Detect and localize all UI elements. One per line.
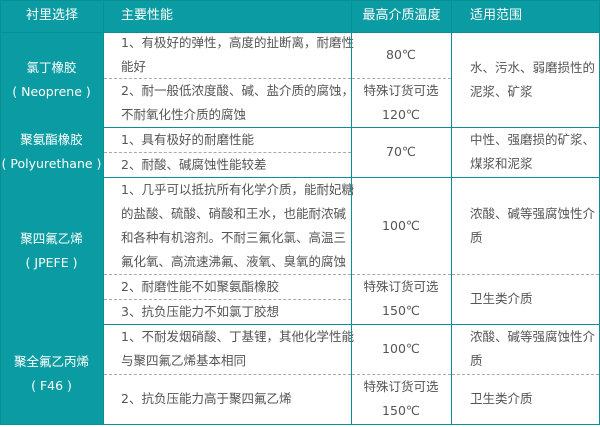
cell-text-line: 特殊订货可选 xyxy=(363,279,439,294)
cell-text-line: 质 xyxy=(470,353,483,368)
cell-text-line: ( JPEFE ) xyxy=(25,254,78,270)
application-range: 浓酸、碱等强腐蚀性介质 xyxy=(451,324,599,374)
max-temperature: 100℃ xyxy=(351,177,451,274)
cell-text-line: 1、有极好的弹性，高度的扯断离，耐磨性 xyxy=(121,35,354,50)
max-temperature: 100℃ xyxy=(351,324,451,374)
cell-text-line: 100℃ xyxy=(382,341,420,356)
cell-text-line: 2、耐一般低浓度酸、碱、盐介质的腐蚀， xyxy=(121,82,354,98)
table-rule xyxy=(104,299,351,300)
cell-text-line: 浓酸、碱等强腐蚀性介 xyxy=(470,205,596,221)
table-rule xyxy=(352,374,451,375)
max-temperature: 特殊订货可选 150℃ xyxy=(351,374,451,424)
performance-item: 2、耐酸、碱腐蚀性能较差 xyxy=(103,152,351,177)
max-temperature: 特殊订货可选 120℃ xyxy=(351,78,451,127)
cell-text-line: 水、污水、弱磨损性的 xyxy=(470,59,596,75)
cell-text-line: 与聚四氟乙烯基本相同 xyxy=(121,353,247,368)
application-range: 浓酸、碱等强腐蚀性介质 xyxy=(451,177,599,274)
cell-text-line: 氯丁橡胶 xyxy=(26,59,77,75)
performance-item: 2、耐一般低浓度酸、碱、盐介质的腐蚀， 不耐氧化性介质的腐蚀 xyxy=(103,78,354,127)
table-rule xyxy=(104,78,351,79)
cell-text-line: 聚全氟乙丙烯 xyxy=(13,354,89,369)
cell-text-line: 100℃ xyxy=(382,217,420,233)
cell-text-line: 中性、强磨损的矿浆、 xyxy=(470,132,596,147)
cell-text-line: 特殊订货可选 xyxy=(363,379,439,394)
performance-item: 1、不耐发烟硝酸、丁基锂，其他化学性能 与聚四氟乙烯基本相同 xyxy=(103,324,354,374)
cell-text-line: 浓酸、碱等强腐蚀性介 xyxy=(470,329,596,344)
header-cell: 衬里选择 xyxy=(0,0,104,32)
cell-text-line: 80℃ xyxy=(386,47,416,62)
cell-text-line: 150℃ xyxy=(382,303,420,318)
lining-name: 聚全氟乙丙烯 ( F46 ) xyxy=(0,324,103,424)
cell-text-line: 2、抗负压能力高于聚四氟乙烯 xyxy=(121,391,292,406)
performance-item: 1、具有极好的耐磨性能 xyxy=(103,127,351,152)
cell-text-line: 卫生类介质 xyxy=(470,391,533,406)
cell-text-line: 氟化氧、高流速沸氟、液氧、臭氧的腐蚀 xyxy=(121,253,347,269)
cell-text-line: ( Neoprene ) xyxy=(12,83,91,99)
table-rule xyxy=(104,274,351,275)
header-cell: 适用范围 xyxy=(451,0,600,32)
cell-text-line: 3、抗负压能力不如氯丁胶想 xyxy=(121,303,279,319)
cell-text-line: 1、具有极好的耐磨性能 xyxy=(121,131,254,147)
performance-item: 1、有极好的弹性，高度的扯断离，耐磨性 能好 xyxy=(103,32,354,78)
application-range: 卫生类介质 xyxy=(451,274,599,324)
application-range: 卫生类介质 xyxy=(451,374,599,424)
cell-text-line: 1、几乎可以抵抗所有化学介质，能耐妃糖 xyxy=(121,181,354,197)
cell-text-line: 能好 xyxy=(121,59,147,74)
max-temperature: 80℃ xyxy=(351,32,451,78)
table-rule xyxy=(104,152,351,153)
performance-item: 1、几乎可以抵抗所有化学介质，能耐妃糖 的盐酸、硫酸、硝酸和王水，也能耐浓碱 和各种… xyxy=(103,177,354,274)
table-rule xyxy=(0,127,600,128)
table-rule xyxy=(452,274,599,275)
cell-text-line: ( Polyurethane ) xyxy=(1,156,102,171)
cell-text-line: 70℃ xyxy=(386,144,416,159)
cell-text-line: 卫生类介质 xyxy=(470,291,533,306)
table-rule xyxy=(451,0,452,425)
cell-text-line: 质 xyxy=(470,229,483,245)
cell-text-line: 泥浆、矿浆 xyxy=(470,83,533,99)
performance-item: 2、耐磨性能不如聚氨酯橡胶 xyxy=(103,274,351,299)
cell-text-line: 2、耐酸、碱腐蚀性能较差 xyxy=(121,156,267,172)
table-rule xyxy=(351,0,352,425)
cell-text-line: 特殊订货可选 xyxy=(363,82,439,98)
cell-text-line: 150℃ xyxy=(382,403,420,418)
cell-text-line: 聚氨酯橡胶 xyxy=(20,132,83,147)
header-label: 衬里选择 xyxy=(25,8,78,23)
lining-name: 氯丁橡胶 ( Neoprene ) xyxy=(0,32,103,127)
table-rule xyxy=(0,0,600,1)
table-rule xyxy=(0,324,600,325)
cell-text-line: 1、不耐发烟硝酸、丁基锂，其他化学性能 xyxy=(121,329,354,344)
table-rule xyxy=(103,0,104,425)
performance-item: 3、抗负压能力不如氯丁胶想 xyxy=(103,299,351,324)
lining-name: 聚氨酯橡胶 ( Polyurethane ) xyxy=(0,127,103,177)
header-label: 主要性能 xyxy=(121,8,174,23)
table-rule xyxy=(0,177,600,178)
table-rule xyxy=(452,374,599,375)
cell-text-line: 聚四氟乙烯 xyxy=(20,230,83,246)
table-rule xyxy=(0,0,1,425)
header-label: 适用范围 xyxy=(470,8,523,23)
cell-text-line: 煤浆和泥浆 xyxy=(470,156,533,171)
max-temperature: 特殊订货可选 150℃ xyxy=(351,274,451,324)
lining-name: 聚四氟乙烯 ( JPEFE ) xyxy=(0,177,103,324)
cell-text-line: 2、耐磨性能不如聚氨酯橡胶 xyxy=(121,278,279,294)
header-cell: 最高介质温度 xyxy=(351,0,452,32)
table-rule xyxy=(0,424,600,425)
table-rule xyxy=(0,32,600,33)
cell-text-line: 不耐氧化性介质的腐蚀 xyxy=(121,106,247,122)
cell-text-line: ( F46 ) xyxy=(31,378,72,393)
performance-item: 2、抗负压能力高于聚四氟乙烯 xyxy=(103,374,351,424)
cell-text-line: 和各种有机溶剂。不耐三氟化氯、高温三 xyxy=(121,229,347,245)
header-cell: 主要性能 xyxy=(103,0,352,32)
application-range: 水、污水、弱磨损性的 泥浆、矿浆 xyxy=(451,32,599,127)
cell-text-line: 120℃ xyxy=(382,106,420,122)
cell-text-line: 的盐酸、硫酸、硝酸和王水，也能耐浓碱 xyxy=(121,205,347,221)
table-rule xyxy=(104,374,351,375)
table-rule xyxy=(352,78,451,79)
header-label: 最高介质温度 xyxy=(362,8,441,23)
max-temperature: 70℃ xyxy=(351,127,451,177)
application-range: 中性、强磨损的矿浆、 煤浆和泥浆 xyxy=(451,127,599,177)
table-rule xyxy=(352,274,451,275)
